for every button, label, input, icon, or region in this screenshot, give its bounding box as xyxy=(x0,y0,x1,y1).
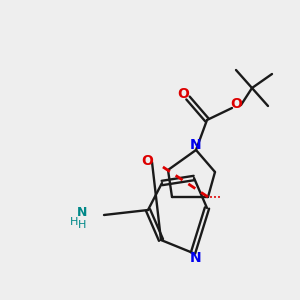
Text: N: N xyxy=(77,206,87,218)
Text: H: H xyxy=(70,217,78,227)
Text: O: O xyxy=(230,97,242,111)
Text: •••: ••• xyxy=(209,195,221,201)
Text: H: H xyxy=(78,220,86,230)
Text: O: O xyxy=(141,154,153,168)
Text: N: N xyxy=(190,138,202,152)
Text: N: N xyxy=(190,251,202,265)
Text: O: O xyxy=(177,87,189,101)
